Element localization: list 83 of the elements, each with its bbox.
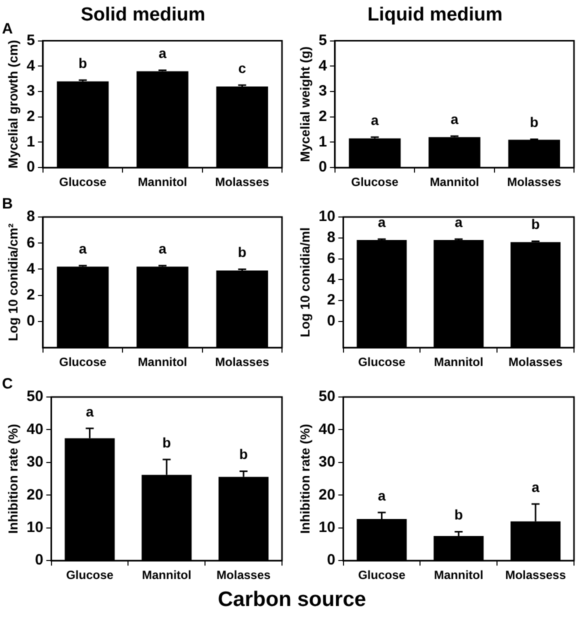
y-tick-label: 0 <box>326 552 336 569</box>
y-tick-label: 6 <box>326 250 336 267</box>
y-tick-label: 10 <box>318 208 336 226</box>
y-tick-label: 1 <box>26 133 35 150</box>
y-tick-label: 4 <box>26 57 36 74</box>
y-tick-label: 50 <box>26 388 44 406</box>
text: B <box>2 196 13 213</box>
y-tick-label: 0 <box>326 312 336 330</box>
y-tick-label: 0 <box>34 552 44 569</box>
x-tick-label: Mannitol <box>138 175 188 190</box>
x-tick-label: Mannitol <box>430 175 480 190</box>
y-axis-title: Inhibition rate (%) <box>297 424 312 534</box>
data-label: a <box>450 111 459 128</box>
y-axis-title: Log 10 conidia/cm² <box>5 222 20 342</box>
data-label: b <box>162 434 171 450</box>
x-tick-label: Glucose <box>358 355 406 370</box>
data-label: a <box>532 478 540 495</box>
chart-title: Solid medium <box>80 4 206 26</box>
y-tick-label: 2 <box>26 108 35 126</box>
text: C <box>2 376 13 393</box>
y-tick-label: 0 <box>26 312 35 330</box>
y-tick-label: 4 <box>326 270 336 288</box>
x-tick-label: Mannitol <box>434 355 484 370</box>
y-tick-label: 10 <box>318 519 336 536</box>
y-tick-label: 8 <box>26 208 35 226</box>
y-tick-label: 1 <box>318 133 327 150</box>
y-tick-label: 2 <box>26 286 35 304</box>
y-tick-label: 40 <box>318 420 336 438</box>
data-label: b <box>531 216 540 232</box>
data-label: b <box>78 54 88 71</box>
x-axis-title: Carbon source <box>216 588 368 612</box>
x-tick-label: Molasses <box>215 355 270 370</box>
data-label: b <box>239 446 248 462</box>
x-tick-label: Glucose <box>59 355 107 370</box>
y-tick-label: 2 <box>318 108 327 126</box>
data-label: a <box>378 214 386 230</box>
data-label: a <box>378 487 386 504</box>
data-label: a <box>78 240 87 256</box>
data-label: b <box>238 244 246 260</box>
x-tick-label: Molasses <box>507 175 562 190</box>
x-tick-label: Molassess <box>505 568 566 582</box>
data-label: a <box>454 214 463 230</box>
y-tick-label: 30 <box>318 454 336 471</box>
y-tick-label: 5 <box>318 32 327 49</box>
y-tick-label: 3 <box>26 82 35 100</box>
data-label: b <box>530 114 538 130</box>
chart-title: Liquid medium <box>367 4 503 26</box>
x-tick-label: Mannitol <box>142 568 192 582</box>
data-label: a <box>370 112 379 128</box>
x-tick-label: Mannitol <box>434 568 484 582</box>
x-tick-label: Mannitol <box>138 355 188 370</box>
y-tick-label: 2 <box>326 292 336 309</box>
y-axis-title: Inhibition rate (%) <box>5 424 20 534</box>
x-tick-label: Molasses <box>508 355 563 370</box>
x-tick-label: Glucose <box>351 175 399 190</box>
data-label: a <box>158 45 167 62</box>
x-tick-label: Molasses <box>216 568 271 582</box>
y-tick-label: 8 <box>326 229 336 246</box>
y-axis-title: Mycelial growth (cm) <box>5 40 20 168</box>
y-axis-title: Log 10 conidia/ml <box>297 227 312 338</box>
x-tick-label: Molasses <box>215 175 270 190</box>
data-label: b <box>454 506 463 523</box>
y-tick-label: 3 <box>318 82 327 100</box>
data-label: a <box>86 403 94 420</box>
y-tick-label: 10 <box>26 519 44 536</box>
y-tick-label: 50 <box>318 388 336 406</box>
y-tick-label: 20 <box>26 486 44 504</box>
y-tick-label: 5 <box>26 32 35 49</box>
y-tick-label: 4 <box>318 57 328 74</box>
y-tick-label: 6 <box>26 234 35 252</box>
x-tick-label: Glucose <box>66 568 114 582</box>
y-tick-label: 30 <box>26 454 44 471</box>
data-label: a <box>158 240 167 256</box>
x-tick-label: Glucose <box>358 568 406 582</box>
y-axis-title: Mycelial weight (g) <box>297 46 312 162</box>
y-tick-label: 4 <box>26 260 36 278</box>
y-tick-label: 0 <box>26 158 35 176</box>
y-tick-label: 40 <box>26 420 44 438</box>
y-tick-label: 0 <box>318 158 327 176</box>
data-label: c <box>238 60 246 76</box>
text: A <box>2 20 13 38</box>
y-tick-label: 20 <box>318 486 336 504</box>
x-tick-label: Glucose <box>59 175 107 190</box>
